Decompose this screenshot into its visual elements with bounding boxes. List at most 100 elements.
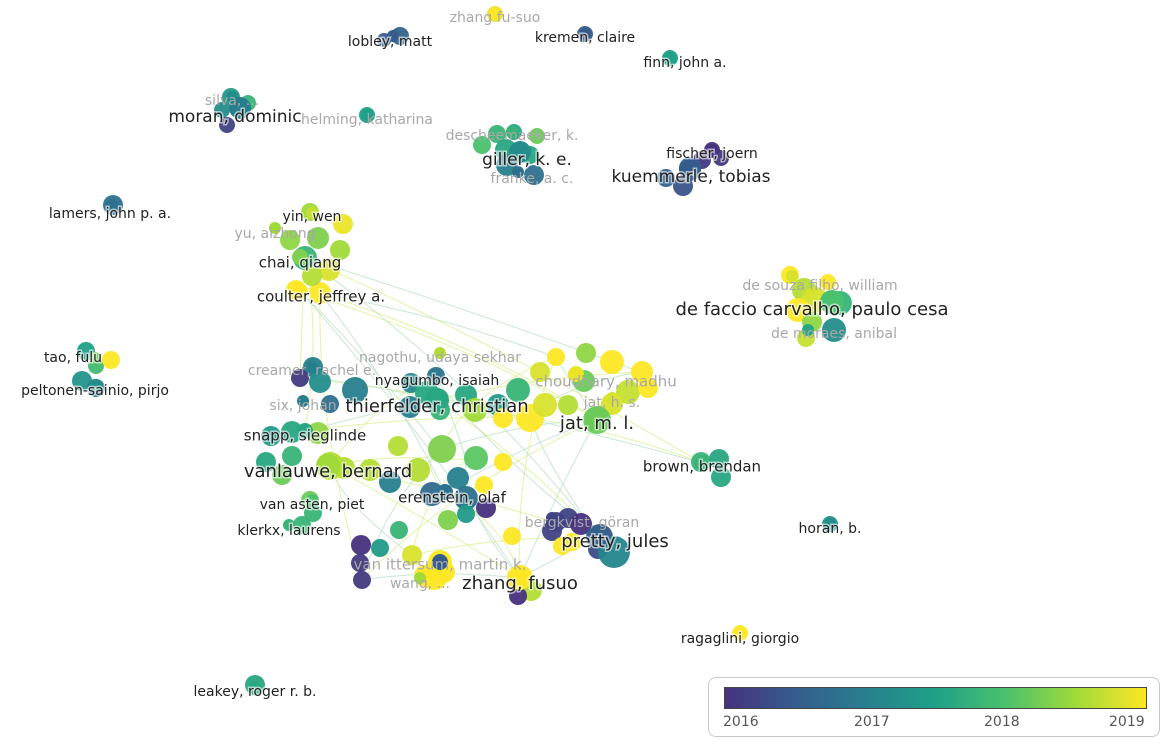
author-bubble[interactable] xyxy=(494,453,512,471)
node-lamers-john-p-a[interactable] xyxy=(106,199,118,211)
author-bubble[interactable] xyxy=(428,435,456,463)
label-six-johan[interactable]: six, johan xyxy=(269,398,336,414)
author-bubble[interactable] xyxy=(321,395,339,413)
label-kremen-claire[interactable]: kremen, claire xyxy=(533,29,636,48)
label-pretty-jules[interactable]: pretty, jules xyxy=(560,530,671,554)
author-bubble[interactable] xyxy=(657,169,675,187)
label-coulter-jeffrey-a[interactable]: coulter, jeffrey a. xyxy=(255,286,386,307)
author-bubble[interactable] xyxy=(307,422,329,444)
node-de-souza-filho-william[interactable] xyxy=(786,270,798,282)
label-wang-unlabeled[interactable]: wang, ... xyxy=(390,576,450,592)
node-franke-a-c[interactable] xyxy=(512,166,524,178)
node-peltonen-sainio-pirjo[interactable] xyxy=(89,379,101,391)
author-bubble[interactable] xyxy=(401,373,421,393)
author-bubble[interactable] xyxy=(476,498,496,518)
author-bubble[interactable] xyxy=(102,351,120,369)
label-klerkx-laurens[interactable]: klerkx, laurens xyxy=(236,522,342,541)
node-lobley-matt[interactable] xyxy=(387,30,399,42)
author-bubble[interactable] xyxy=(576,343,596,363)
author-bubble[interactable] xyxy=(503,527,521,545)
node-pretty-jules[interactable] xyxy=(586,525,610,549)
node-six-johan[interactable] xyxy=(297,395,309,407)
author-bubble[interactable] xyxy=(524,165,544,185)
label-de-moraes-anibal[interactable]: de moraes, anibal xyxy=(771,326,897,342)
author-bubble[interactable] xyxy=(558,395,578,415)
author-bubble[interactable] xyxy=(272,465,292,485)
node-van-asten-piet[interactable] xyxy=(306,494,318,506)
label-nagothu-udaya-sekhar[interactable]: nagothu, udaya sekhar xyxy=(359,350,521,366)
author-bubble[interactable] xyxy=(219,117,235,133)
label-brown-brendan[interactable]: brown, brendan xyxy=(641,456,762,477)
node-jat-m-l[interactable] xyxy=(585,407,609,431)
author-bubble[interactable] xyxy=(509,587,527,605)
label-van-ittersum-martin-k[interactable]: van ittersum, martin k. xyxy=(354,556,527,574)
author-bubble[interactable] xyxy=(330,240,350,260)
author-bubble[interactable] xyxy=(402,545,422,565)
label-leakey-roger-r-b[interactable]: leakey, roger r. b. xyxy=(192,683,318,702)
node-de-moraes-anibal[interactable] xyxy=(802,324,814,336)
author-bubble[interactable] xyxy=(638,378,658,398)
author-bubble[interactable] xyxy=(493,408,513,428)
node-bergkvist-goran[interactable] xyxy=(546,512,558,524)
node-helming-katharina[interactable] xyxy=(361,109,373,121)
node-erenstein-olaf[interactable] xyxy=(437,484,453,500)
node-van-ittersum-martin-k[interactable] xyxy=(432,554,448,570)
author-bubble[interactable] xyxy=(506,378,530,402)
author-bubble[interactable] xyxy=(282,446,302,466)
node-de-faccio-carvalho[interactable] xyxy=(820,290,844,314)
author-bubble[interactable] xyxy=(214,102,230,118)
author-bubble[interactable] xyxy=(673,176,693,196)
node-nagothu-udaya-sekhar[interactable] xyxy=(434,347,446,359)
author-bubble[interactable] xyxy=(388,436,408,456)
label-lamers-john-p-a[interactable]: lamers, john p. a. xyxy=(47,205,172,224)
author-bubble[interactable] xyxy=(318,259,340,281)
label-lobley-matt[interactable]: lobley, matt xyxy=(346,33,434,52)
node-horan-b[interactable] xyxy=(824,518,836,530)
label-franke-a-c[interactable]: franke, a. c. xyxy=(491,171,574,187)
node-kuemmerle-tobias[interactable] xyxy=(679,159,701,181)
author-bubble[interactable] xyxy=(359,459,381,481)
node-zhang-fu-suo[interactable] xyxy=(489,8,501,20)
label-silva-unlabeled[interactable]: silva, ... xyxy=(205,93,259,109)
author-bubble[interactable] xyxy=(447,467,469,489)
node-leakey-roger-r-b[interactable] xyxy=(249,681,261,693)
label-snapp-sieglinde[interactable]: snapp, sieglinde xyxy=(242,425,367,446)
label-peltonen-sainio-pirjo[interactable]: peltonen-sainio, pirjo xyxy=(20,382,171,401)
author-bubble[interactable] xyxy=(454,486,478,510)
author-bubble[interactable] xyxy=(333,214,353,234)
author-bubble[interactable] xyxy=(307,227,329,249)
author-bubble[interactable] xyxy=(822,318,846,342)
author-bubble[interactable] xyxy=(304,504,322,522)
author-bubble[interactable] xyxy=(457,505,475,523)
node-ragaglini-giorgio[interactable] xyxy=(734,627,746,639)
node-yu-aizhong[interactable] xyxy=(269,222,281,234)
label-horan-b[interactable]: horan, b. xyxy=(797,520,863,539)
author-bubble[interactable] xyxy=(438,510,458,530)
node-zhang-fusuo[interactable] xyxy=(508,566,532,590)
node-vanlauwe-bernard[interactable] xyxy=(316,454,340,478)
node-creamer-rachel-e[interactable] xyxy=(306,361,318,373)
author-bubble[interactable] xyxy=(406,458,430,482)
label-erenstein-olaf[interactable]: erenstein, olaf xyxy=(397,487,508,508)
author-bubble[interactable] xyxy=(280,230,300,250)
label-kuemmerle-tobias[interactable]: kuemmerle, tobias xyxy=(610,166,772,189)
author-bubble[interactable] xyxy=(709,449,729,469)
author-bubble[interactable] xyxy=(616,380,640,404)
author-bubble[interactable] xyxy=(399,396,421,418)
label-thierfelder-christian[interactable]: thierfelder, christian xyxy=(344,395,530,419)
label-van-asten-piet[interactable]: van asten, piet xyxy=(258,496,366,515)
author-bubble[interactable] xyxy=(533,393,557,417)
label-de-souza-filho-william[interactable]: de souza filho, william xyxy=(742,278,897,294)
node-moran-dominic[interactable] xyxy=(229,97,251,119)
node-klerkx-laurens[interactable] xyxy=(283,519,295,531)
author-bubble[interactable] xyxy=(553,537,571,555)
author-bubble[interactable] xyxy=(256,452,276,472)
node-wang-unlabeled[interactable] xyxy=(414,572,426,584)
author-bubble[interactable] xyxy=(600,350,624,374)
node-yin-wen[interactable] xyxy=(306,207,318,219)
author-bubble[interactable] xyxy=(570,513,592,535)
author-bubble[interactable] xyxy=(820,274,836,290)
label-choudhary-madhu[interactable]: choudhary, madhu xyxy=(535,373,677,391)
